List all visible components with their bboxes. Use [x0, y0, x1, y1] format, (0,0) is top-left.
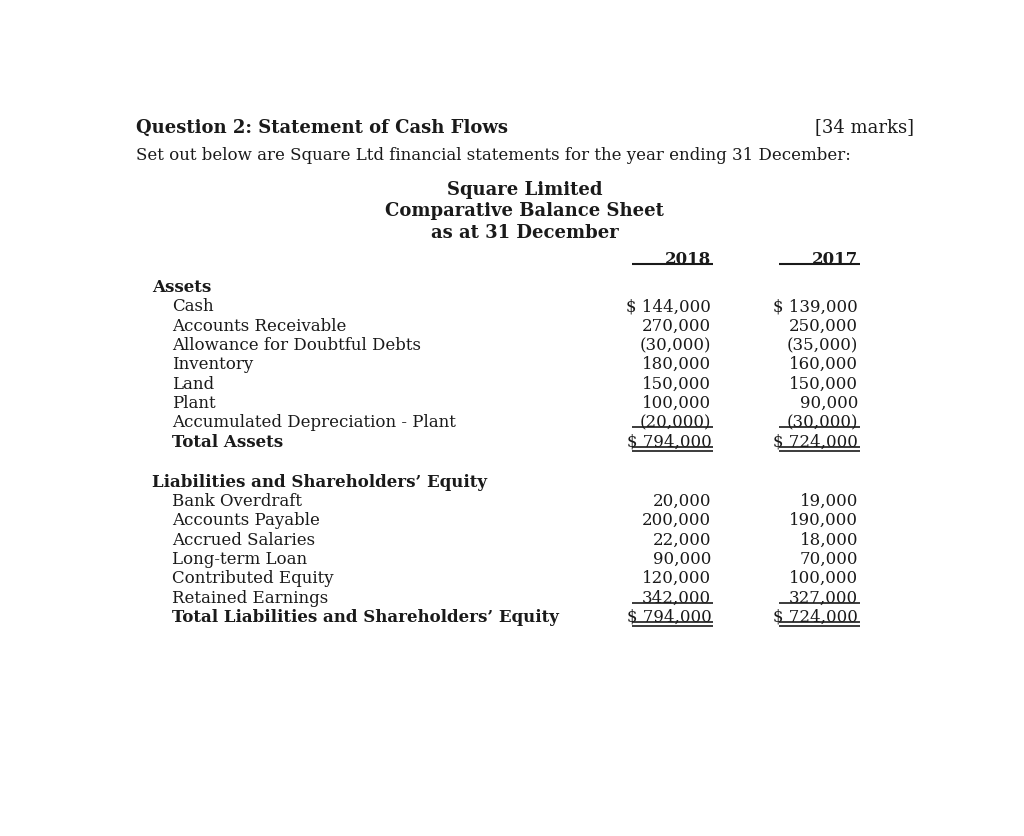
Text: Plant: Plant [172, 395, 215, 411]
Text: Liabilities and Shareholders’ Equity: Liabilities and Shareholders’ Equity [152, 473, 486, 490]
Text: 150,000: 150,000 [790, 375, 858, 392]
Text: 160,000: 160,000 [790, 356, 858, 373]
Text: 90,000: 90,000 [800, 395, 858, 411]
Text: $ 724,000: $ 724,000 [773, 609, 858, 625]
Text: (30,000): (30,000) [786, 414, 858, 431]
Text: Total Assets: Total Assets [172, 433, 283, 450]
Text: as at 31 December: as at 31 December [431, 223, 618, 242]
Text: 19,000: 19,000 [800, 492, 858, 509]
Text: $ 144,000: $ 144,000 [627, 298, 712, 315]
Text: Contributed Equity: Contributed Equity [172, 569, 333, 587]
Text: (35,000): (35,000) [786, 337, 858, 354]
Text: 90,000: 90,000 [653, 550, 712, 568]
Text: Inventory: Inventory [172, 356, 253, 373]
Text: Bank Overdraft: Bank Overdraft [172, 492, 302, 509]
Text: Allowance for Doubtful Debts: Allowance for Doubtful Debts [172, 337, 421, 354]
Text: (20,000): (20,000) [640, 414, 712, 431]
Text: Accrued Salaries: Accrued Salaries [172, 531, 314, 548]
Text: 270,000: 270,000 [642, 317, 712, 334]
Text: 150,000: 150,000 [642, 375, 712, 392]
Text: 2018: 2018 [665, 250, 712, 268]
Text: Set out below are Square Ltd financial statements for the year ending 31 Decembe: Set out below are Square Ltd financial s… [136, 146, 851, 164]
Text: Square Limited: Square Limited [447, 181, 602, 199]
Text: 327,000: 327,000 [788, 589, 858, 606]
Text: 250,000: 250,000 [790, 317, 858, 334]
Text: Assets: Assets [152, 278, 211, 296]
Text: 70,000: 70,000 [800, 550, 858, 568]
Text: Retained Earnings: Retained Earnings [172, 589, 328, 606]
Text: $ 794,000: $ 794,000 [627, 433, 712, 450]
Text: 100,000: 100,000 [642, 395, 712, 411]
Text: Long-term Loan: Long-term Loan [172, 550, 307, 568]
Text: 180,000: 180,000 [642, 356, 712, 373]
Text: [34 marks]: [34 marks] [815, 119, 913, 136]
Text: 200,000: 200,000 [642, 512, 712, 528]
Text: Total Liabilities and Shareholders’ Equity: Total Liabilities and Shareholders’ Equi… [172, 609, 558, 625]
Text: $ 794,000: $ 794,000 [627, 609, 712, 625]
Text: Accounts Receivable: Accounts Receivable [172, 317, 346, 334]
Text: Accumulated Depreciation - Plant: Accumulated Depreciation - Plant [172, 414, 456, 431]
Text: 22,000: 22,000 [652, 531, 712, 548]
Text: 2017: 2017 [812, 250, 858, 268]
Text: (30,000): (30,000) [640, 337, 712, 354]
Text: Comparative Balance Sheet: Comparative Balance Sheet [385, 202, 665, 220]
Text: $ 724,000: $ 724,000 [773, 433, 858, 450]
Text: Land: Land [172, 375, 214, 392]
Text: Cash: Cash [172, 298, 213, 315]
Text: 100,000: 100,000 [788, 569, 858, 587]
Text: 120,000: 120,000 [642, 569, 712, 587]
Text: Question 2: Statement of Cash Flows: Question 2: Statement of Cash Flows [136, 119, 508, 136]
Text: 190,000: 190,000 [790, 512, 858, 528]
Text: $ 139,000: $ 139,000 [773, 298, 858, 315]
Text: Accounts Payable: Accounts Payable [172, 512, 319, 528]
Text: 342,000: 342,000 [642, 589, 712, 606]
Text: 18,000: 18,000 [800, 531, 858, 548]
Text: 20,000: 20,000 [652, 492, 712, 509]
